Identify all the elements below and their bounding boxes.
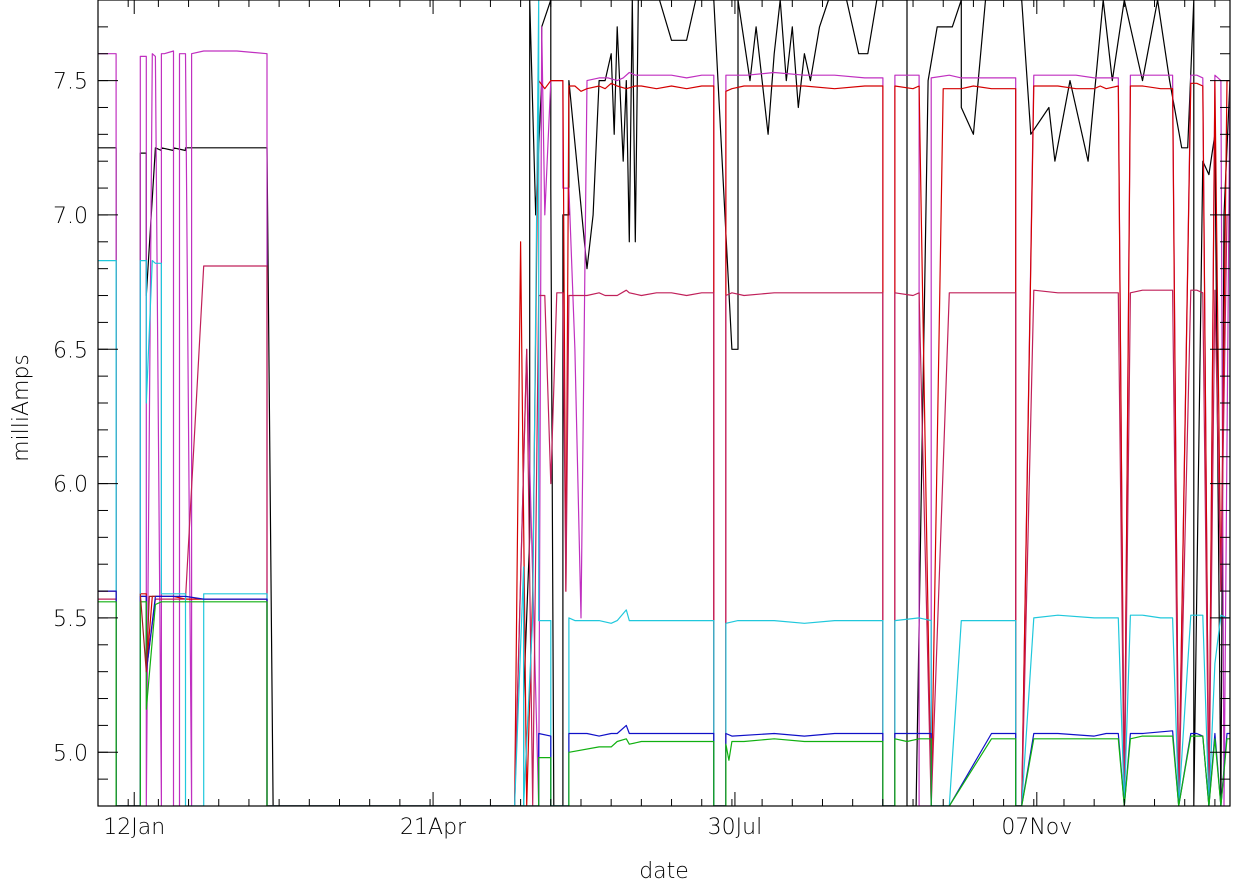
series-blue-line [98,590,1230,806]
x-tick-label: 12Jan [103,815,165,840]
series-black-line [98,0,1230,806]
y-tick-label: 6.5 [53,338,88,363]
x-axis: 12Jan 21Apr 30Jul 07Nov [103,0,1072,840]
x-tick-label: 21Apr [400,815,467,840]
x-tick-label: 30Jul [708,815,763,840]
y-axis: 5.0 5.5 6.0 6.5 7.0 7.5 [53,70,1230,766]
x-tick-label: 07Nov [1001,815,1072,840]
y-tick-label: 6.0 [53,473,88,498]
plot-frame [97,0,1231,807]
y-axis-title: milliAmps [9,354,34,462]
y-tick-label: 7.0 [53,204,88,229]
y-tick-label: 5.5 [53,607,88,632]
minor-ticks [98,0,1230,807]
series-cyan-line [98,0,1230,806]
series-magenta-line [98,26,1230,806]
y-tick-label: 5.0 [53,741,88,766]
series-layer [98,0,1230,806]
series-crimson-line [98,214,1230,806]
series-brown-line [139,593,156,673]
x-axis-title: date [639,859,689,884]
y-tick-label: 7.5 [53,70,88,95]
series-green-line [98,601,1230,806]
